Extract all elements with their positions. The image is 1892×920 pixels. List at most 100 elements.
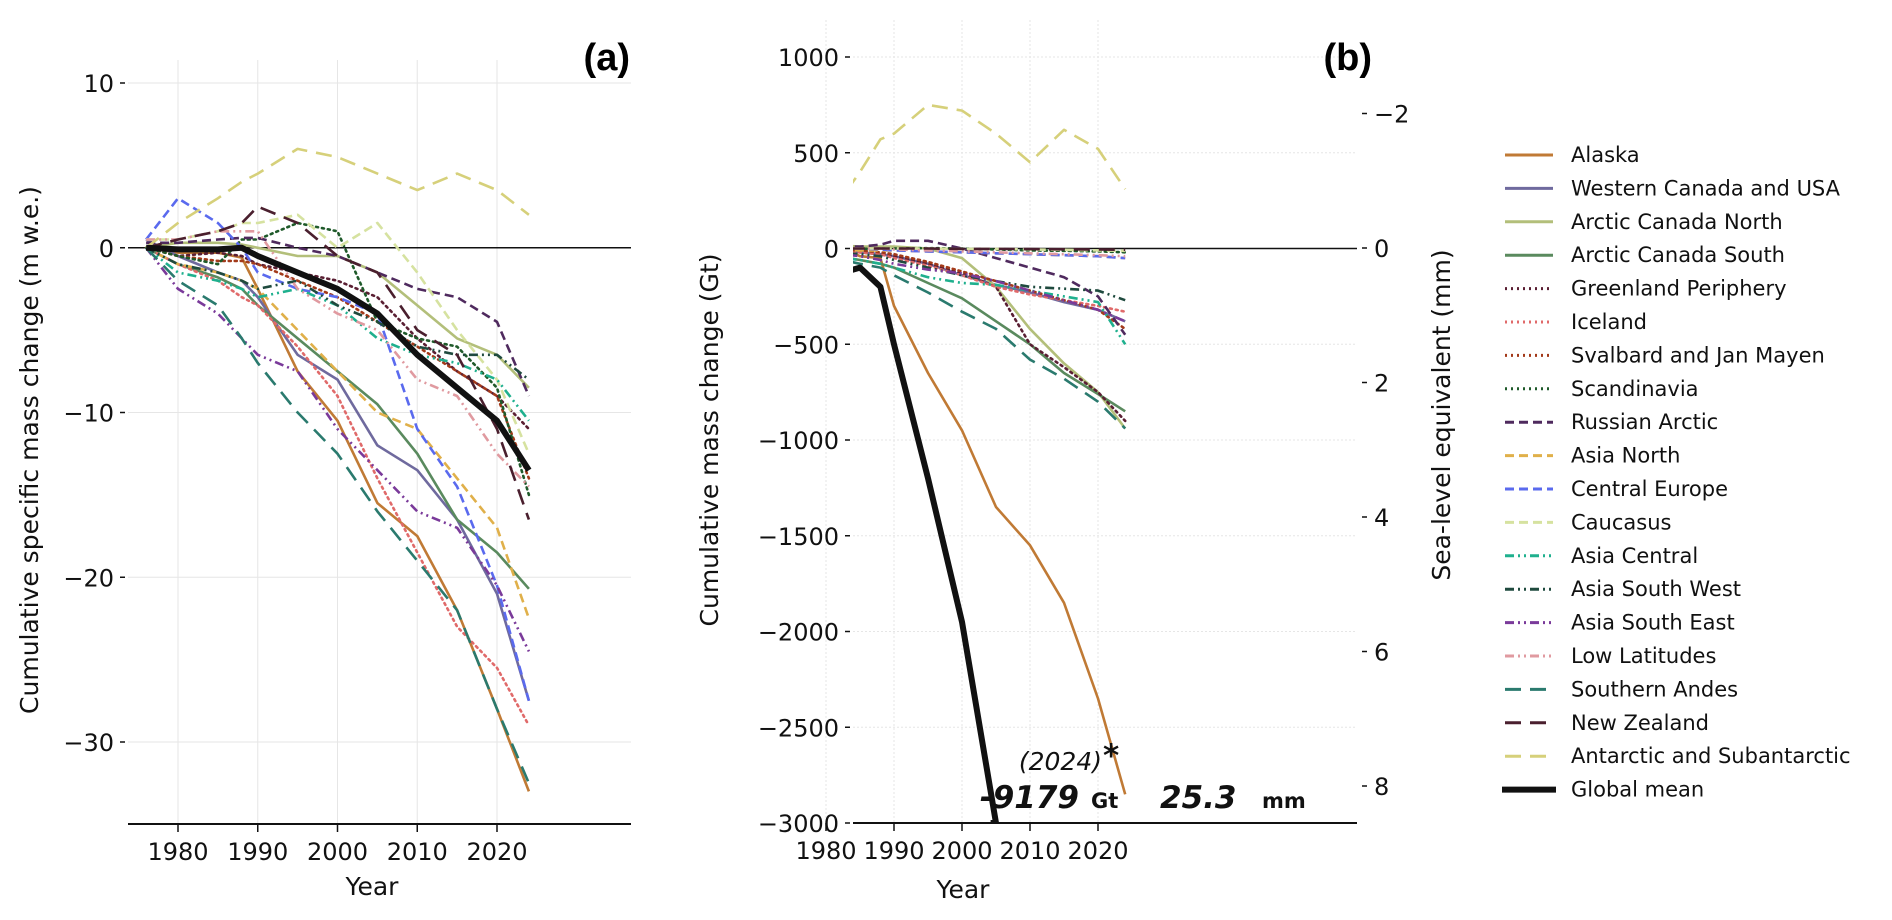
series-line-antarctic-and-subantarctic (853, 103, 1127, 190)
legend-label: Iceland (1571, 310, 1647, 334)
series-line-global-mean (853, 264, 999, 823)
y-tick-label: −30 (63, 729, 114, 757)
series-line-asia-central (853, 257, 1127, 346)
y-tick-label: −1500 (758, 523, 839, 551)
y-tick-label: −10 (63, 400, 114, 428)
y-tick-label: −3000 (758, 810, 839, 838)
legend-label: Arctic Canada South (1571, 243, 1785, 267)
panel-b-right-y-axis-label: Sea-level equivalent (mm) (1427, 249, 1456, 580)
legend-item-scandinavia: Scandinavia (1505, 377, 1699, 401)
panel-a-grid (128, 60, 631, 824)
legend-item-greenland-periphery: Greenland Periphery (1505, 277, 1787, 301)
legend-item-arctic-canada-north: Arctic Canada North (1505, 210, 1783, 234)
x-tick-label: 2000 (307, 838, 368, 866)
legend-item-asia-north: Asia North (1505, 444, 1680, 468)
panel-b: 1980 1990 2000 2010 2020 1000 500 0 −500 −1000 −1… (695, 20, 1456, 904)
series-line-low-latitudes (146, 230, 530, 488)
panel-a-y-axis-label: Cumulative specific mass change (m w.e.) (15, 186, 44, 714)
legend-label: Caucasus (1571, 510, 1671, 534)
series-line-antarctic-and-subantarctic (145, 147, 530, 249)
series-line-asia-south-west (145, 246, 530, 381)
legend-label: Low Latitudes (1571, 644, 1716, 668)
panel-a-series (144, 147, 532, 792)
panel-b-label: (b) (1323, 37, 1372, 79)
series-line-arctic-canada-north (145, 241, 530, 389)
series-line-asia-south-east (853, 254, 1126, 323)
legend-label: Scandinavia (1571, 377, 1699, 401)
y-tick-label: −20 (63, 564, 114, 592)
legend-label: Southern Andes (1571, 677, 1738, 701)
right-y-tick-label: 6 (1374, 639, 1389, 667)
legend-item-asia-south-west: Asia South West (1505, 577, 1741, 601)
legend-label: New Zealand (1571, 711, 1709, 735)
legend-item-antarctic-and-subantarctic: Antarctic and Subantarctic (1505, 744, 1851, 768)
series-line-global-mean (145, 244, 532, 472)
legend-label: Alaska (1571, 143, 1640, 167)
legend-item-asia-central: Asia Central (1505, 544, 1698, 568)
right-y-tick-label: 4 (1374, 504, 1389, 532)
legend-label: Asia South West (1571, 577, 1741, 601)
legend-label: Asia South East (1571, 611, 1735, 635)
annotation-sea-level-value: 25.3 (1160, 780, 1237, 816)
legend-item-russian-arctic: Russian Arctic (1505, 410, 1718, 434)
legend-label: Global mean (1571, 778, 1704, 802)
panel-a-x-axis-label: Year (345, 872, 400, 901)
legend-label: Russian Arctic (1571, 410, 1718, 434)
legend-label: Arctic Canada North (1571, 210, 1783, 234)
series-line-scandinavia (144, 221, 531, 497)
y-tick-label: −2000 (758, 619, 839, 647)
legend-item-global-mean: Global mean (1502, 778, 1704, 802)
x-tick-label: 2010 (999, 837, 1060, 865)
series-line-caucasus (146, 213, 531, 455)
annotation-sea-level-unit: mm (1262, 789, 1306, 813)
series-line-southern-andes (853, 260, 1127, 430)
right-y-tick-label: −2 (1374, 101, 1409, 129)
panel-a-y-ticks: 10 0 −10 −20 −30 (63, 70, 125, 757)
x-tick-label: 1990 (863, 837, 924, 865)
legend-label: Asia North (1571, 444, 1680, 468)
series-line-new-zealand (145, 205, 531, 521)
right-y-tick-label: 0 (1374, 235, 1389, 263)
legend-item-southern-andes: Southern Andes (1505, 677, 1738, 701)
legend-label: Central Europe (1571, 477, 1728, 501)
series-line-svalbard-and-jan-mayen (144, 246, 531, 480)
legend-item-alaska: Alaska (1505, 143, 1640, 167)
series-line-asia-north (145, 246, 531, 619)
series-line-russian-arctic (853, 239, 1127, 336)
x-tick-label: 2010 (387, 838, 448, 866)
annotation-year: (2024) (1019, 747, 1102, 776)
legend-item-arctic-canada-south: Arctic Canada South (1505, 243, 1785, 267)
y-tick-label: 0 (824, 236, 839, 264)
panel-b-y-axis-label: Cumulative mass change (Gt) (695, 254, 724, 627)
legend-item-new-zealand: New Zealand (1505, 711, 1709, 735)
series-line-southern-andes (145, 246, 531, 784)
panel-b-right-y-ticks: −2 0 2 4 6 8 (1362, 101, 1409, 801)
panel-b-series (853, 103, 1127, 823)
y-tick-label: 10 (83, 70, 114, 98)
legend-label: Svalbard and Jan Mayen (1571, 343, 1825, 367)
panel-b-y-ticks: 1000 500 0 −500 −1000 −1500 −2000 −2500 −3000 (758, 44, 850, 838)
series-line-central-europe (853, 246, 1126, 260)
legend-item-low-latitudes: Low Latitudes (1505, 644, 1716, 668)
x-tick-label: 1980 (795, 837, 856, 865)
x-tick-label: 2020 (1067, 837, 1128, 865)
right-y-tick-label: 2 (1374, 370, 1389, 398)
y-tick-label: −500 (773, 331, 839, 359)
y-tick-label: −2500 (758, 714, 839, 742)
legend-label: Antarctic and Subantarctic (1571, 744, 1851, 768)
panel-b-x-ticks: 1980 1990 2000 2010 2020 (795, 823, 1129, 865)
legend-item-caucasus: Caucasus (1505, 510, 1671, 534)
annotation-mass-value: -9179 (980, 780, 1079, 816)
y-tick-label: −1000 (758, 427, 839, 455)
x-tick-label: 1990 (227, 838, 288, 866)
panel-b-grid (825, 20, 1357, 824)
panel-b-x-axis-label: Year (936, 875, 991, 904)
y-tick-label: 1000 (778, 44, 839, 72)
x-tick-label: 2000 (931, 837, 992, 865)
legend-item-central-europe: Central Europe (1505, 477, 1728, 501)
legend-item-svalbard-and-jan-mayen: Svalbard and Jan Mayen (1505, 343, 1825, 367)
annotation-mass-unit: Gt (1091, 789, 1118, 813)
panel-a-x-ticks: 1980 1990 2000 2010 2020 (147, 824, 528, 866)
legend: Alaska Western Canada and USA Arctic Canad… (1502, 143, 1851, 802)
